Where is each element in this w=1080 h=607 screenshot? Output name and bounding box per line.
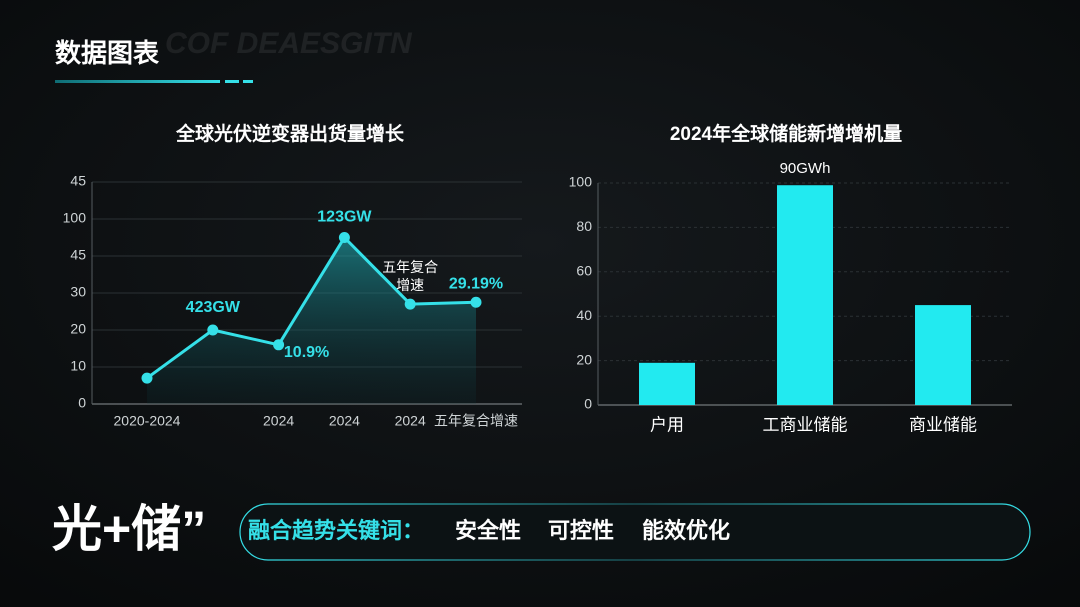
- y-tick-label: 20: [576, 351, 592, 367]
- bar: [915, 305, 971, 405]
- keyword: 可控性: [548, 518, 614, 543]
- y-tick-label: 45: [70, 173, 86, 189]
- slogan: 光+储”: [52, 501, 206, 557]
- bar: [777, 185, 833, 405]
- bar: [639, 362, 695, 405]
- x-tick-label: 2024: [263, 413, 294, 429]
- annotation: 123GW: [317, 209, 372, 226]
- chart-title: 2024年全球储能新增增机量: [670, 122, 902, 145]
- title-dash: [243, 80, 253, 83]
- x-tick-label: 商业储能: [909, 415, 977, 434]
- keyword: 安全性: [455, 518, 521, 543]
- annotation: 增速: [396, 277, 424, 293]
- keyword: 能效优化: [642, 518, 730, 543]
- y-tick-label: 80: [576, 218, 592, 234]
- title-dash: [225, 80, 239, 83]
- x-tick-label: 工商业储能: [763, 415, 848, 434]
- chart-title: 全球光伏逆变器出货量增长: [175, 122, 405, 145]
- y-tick-label: 0: [584, 396, 592, 412]
- point: [470, 296, 482, 308]
- y-tick-label: 40: [576, 307, 592, 323]
- x-tick-label: 2024: [329, 413, 360, 429]
- annotation: 90GWh: [780, 160, 831, 177]
- annotation: 423GW: [186, 299, 241, 316]
- title-underline: [55, 80, 220, 83]
- keyword-box: [239, 503, 1031, 561]
- y-tick-label: 60: [576, 263, 592, 279]
- annotation: 10.9%: [284, 344, 329, 361]
- y-tick-label: 100: [569, 174, 593, 190]
- y-tick-label: 20: [70, 321, 86, 337]
- point: [404, 298, 416, 310]
- x-tick-label: 五年复合增速: [434, 413, 518, 429]
- area: [147, 237, 476, 404]
- point: [141, 372, 153, 384]
- x-tick-label: 2024: [395, 413, 426, 429]
- page-title: 数据图表: [55, 38, 160, 68]
- keyword-label: 融合趋势关键词：: [248, 518, 424, 543]
- y-tick-label: 30: [70, 284, 86, 300]
- point: [207, 324, 219, 336]
- watermark: COF DEAESGITN: [165, 27, 413, 60]
- x-tick-label: 户用: [650, 415, 684, 434]
- line: [146, 235, 477, 380]
- y-tick-label: 10: [70, 358, 86, 374]
- point: [273, 339, 285, 351]
- x-tick-label: 2020-2024: [114, 413, 181, 429]
- annotation: 29.19%: [449, 275, 503, 292]
- y-tick-label: 100: [63, 210, 87, 226]
- point: [338, 232, 350, 243]
- annotation: 五年复合: [382, 259, 438, 275]
- y-tick-label: 45: [70, 247, 86, 263]
- y-tick-label: 0: [78, 395, 86, 411]
